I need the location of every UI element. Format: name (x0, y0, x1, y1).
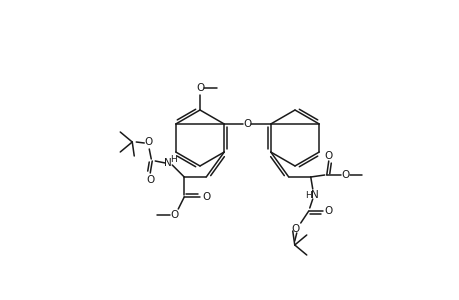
Text: O: O (341, 170, 349, 180)
Text: O: O (196, 83, 205, 93)
Text: O: O (324, 206, 332, 216)
Text: N: N (164, 158, 172, 168)
Text: O: O (170, 210, 178, 220)
Text: O: O (202, 192, 210, 202)
Text: H: H (305, 190, 312, 200)
Text: O: O (324, 151, 332, 161)
Text: H: H (169, 154, 176, 164)
Text: N: N (310, 190, 318, 200)
Text: O: O (144, 137, 152, 147)
Text: O: O (243, 119, 251, 129)
Text: O: O (291, 224, 299, 234)
Text: O: O (146, 175, 154, 185)
